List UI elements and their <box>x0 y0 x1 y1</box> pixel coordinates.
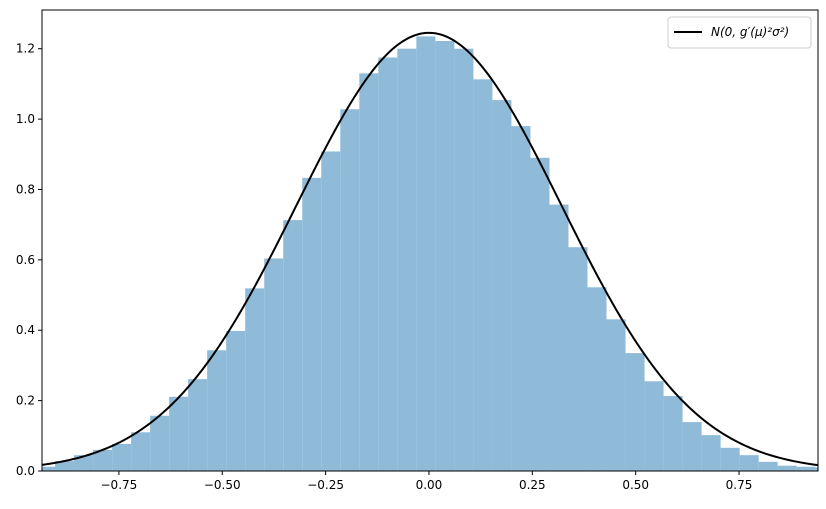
histogram-bar <box>226 330 246 471</box>
histogram-bar <box>302 177 322 472</box>
histogram-bar <box>739 455 759 471</box>
y-tick-label: 1.2 <box>16 42 35 56</box>
histogram-bar <box>283 220 303 471</box>
histogram-bar <box>644 381 664 471</box>
histogram-bar <box>397 48 417 471</box>
histogram-bar <box>777 465 797 471</box>
histogram-bar <box>112 443 132 471</box>
x-tick-label: 0.50 <box>622 478 649 492</box>
histogram-bar <box>416 36 436 472</box>
histogram-bar <box>815 467 818 471</box>
histogram-bar <box>93 449 113 471</box>
x-tick-label: 0.25 <box>519 478 546 492</box>
histogram-bar <box>131 432 151 471</box>
x-axis: −0.75 −0.50 −0.25 0.00 0.25 0.50 0.75 <box>101 471 753 492</box>
y-tick-label: 0.4 <box>16 323 35 337</box>
x-tick-label: −0.75 <box>101 478 138 492</box>
legend: N(0, g′(μ)²σ²) <box>667 16 812 49</box>
histogram-bar <box>150 415 170 471</box>
histogram-bar <box>682 422 702 471</box>
y-axis: 0.0 0.2 0.4 0.6 0.8 1.0 1.2 <box>16 42 42 478</box>
histogram-bar <box>55 461 75 471</box>
histogram-bar <box>549 204 569 471</box>
histogram-bar <box>701 435 721 471</box>
histogram-bar <box>530 157 550 472</box>
histogram-bar <box>188 379 208 471</box>
axes-frame <box>41 9 819 472</box>
histogram-bar <box>568 247 588 471</box>
histogram-bar <box>359 73 379 472</box>
histogram-bar <box>473 79 493 471</box>
histogram-bar <box>74 455 94 471</box>
histogram-bar <box>435 40 455 472</box>
histogram-bar <box>663 396 683 471</box>
histogram-bar <box>207 350 227 471</box>
histogram-bar <box>264 258 284 471</box>
y-tick-label: 0.0 <box>16 464 35 478</box>
histogram-bar <box>625 353 645 471</box>
y-tick-label: 0.8 <box>16 182 35 196</box>
histogram-bar <box>492 100 512 471</box>
legend-box <box>667 16 812 49</box>
histogram-bar <box>321 151 341 472</box>
histogram-bar <box>511 126 531 472</box>
x-tick-label: −0.50 <box>204 478 241 492</box>
y-tick-label: 1.0 <box>16 112 35 126</box>
legend-label: N(0, g′(μ)²σ²) <box>711 25 789 39</box>
y-tick-label: 0.2 <box>16 394 35 408</box>
x-tick-label: −0.25 <box>307 478 344 492</box>
histogram-bar <box>454 48 474 471</box>
histogram-bar <box>606 319 626 471</box>
x-tick-label: 0.75 <box>726 478 753 492</box>
histogram-bar <box>245 288 265 471</box>
y-tick-label: 0.6 <box>16 253 35 267</box>
x-tick-label: 0.00 <box>416 478 443 492</box>
histogram-bar <box>587 287 607 471</box>
histogram-bar <box>169 396 189 471</box>
histogram-bar <box>42 466 56 471</box>
histogram-bar <box>796 466 816 471</box>
normal-curve <box>41 31 819 467</box>
histogram-bar <box>378 57 398 472</box>
histogram-bar <box>720 447 740 471</box>
histogram-bars <box>42 36 818 472</box>
histogram-bar <box>758 461 778 471</box>
histogram-bar <box>340 109 360 472</box>
